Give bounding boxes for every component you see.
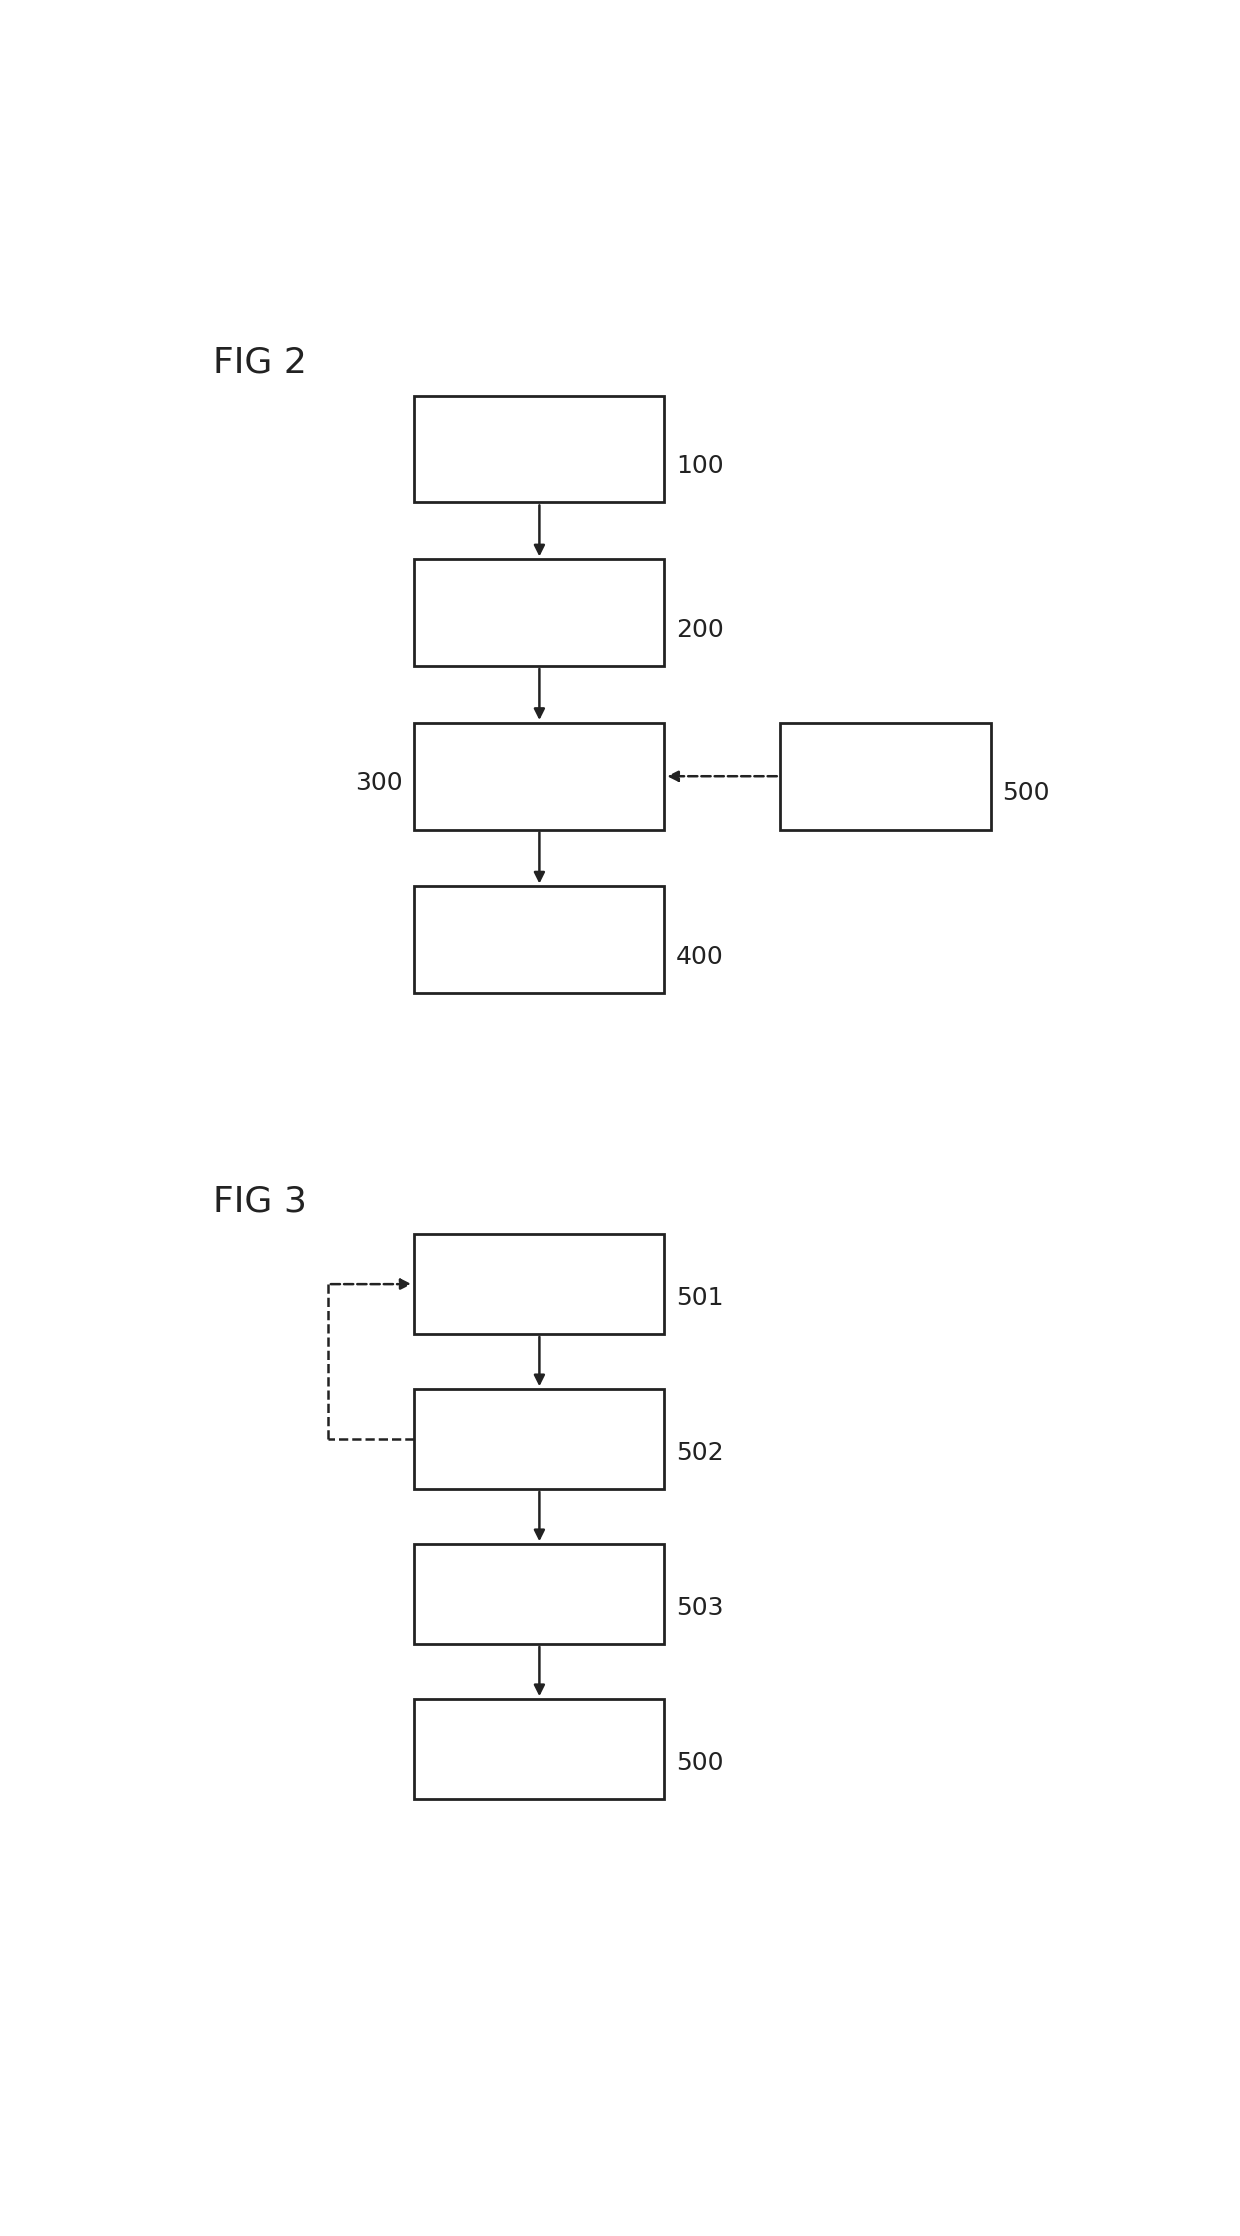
Text: 500: 500 xyxy=(1003,780,1050,805)
Bar xyxy=(414,559,665,666)
Text: FIG 3: FIG 3 xyxy=(213,1185,306,1219)
Bar xyxy=(414,1389,665,1489)
Text: 200: 200 xyxy=(676,617,724,642)
Bar xyxy=(414,1699,665,1800)
Bar xyxy=(414,1234,665,1335)
Text: 100: 100 xyxy=(676,454,723,479)
Bar xyxy=(414,722,665,830)
Text: 300: 300 xyxy=(356,771,403,796)
Bar xyxy=(414,885,665,993)
Bar xyxy=(414,1545,665,1643)
Text: 503: 503 xyxy=(676,1597,723,1619)
Bar xyxy=(780,722,991,830)
Bar xyxy=(414,396,665,503)
Text: 500: 500 xyxy=(676,1751,723,1775)
Text: FIG 2: FIG 2 xyxy=(213,347,306,380)
Text: 502: 502 xyxy=(676,1440,723,1465)
Text: 501: 501 xyxy=(676,1286,723,1310)
Text: 400: 400 xyxy=(676,946,724,968)
